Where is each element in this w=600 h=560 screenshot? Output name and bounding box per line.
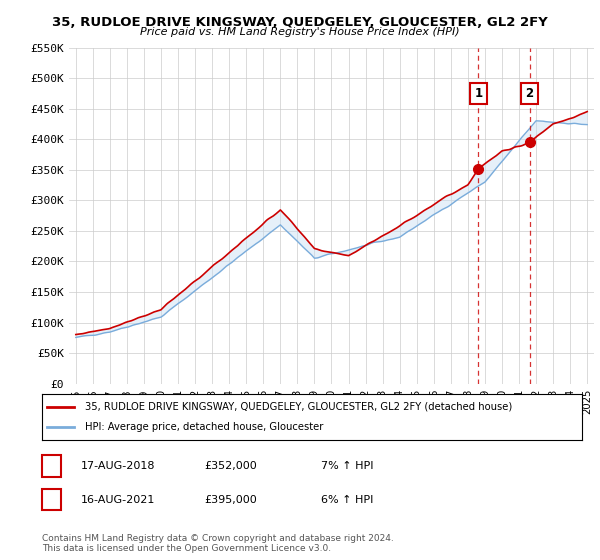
Text: 1: 1 <box>475 87 482 100</box>
Text: Price paid vs. HM Land Registry's House Price Index (HPI): Price paid vs. HM Land Registry's House … <box>140 27 460 37</box>
Text: 2: 2 <box>47 493 56 506</box>
Text: Contains HM Land Registry data © Crown copyright and database right 2024.
This d: Contains HM Land Registry data © Crown c… <box>42 534 394 553</box>
Text: HPI: Average price, detached house, Gloucester: HPI: Average price, detached house, Glou… <box>85 422 323 432</box>
Text: 35, RUDLOE DRIVE KINGSWAY, QUEDGELEY, GLOUCESTER, GL2 2FY (detached house): 35, RUDLOE DRIVE KINGSWAY, QUEDGELEY, GL… <box>85 402 512 412</box>
Text: 2: 2 <box>526 87 533 100</box>
Text: £395,000: £395,000 <box>204 494 257 505</box>
Text: 6% ↑ HPI: 6% ↑ HPI <box>321 494 373 505</box>
Text: 1: 1 <box>47 459 56 473</box>
Text: 17-AUG-2018: 17-AUG-2018 <box>81 461 155 471</box>
Text: 35, RUDLOE DRIVE KINGSWAY, QUEDGELEY, GLOUCESTER, GL2 2FY: 35, RUDLOE DRIVE KINGSWAY, QUEDGELEY, GL… <box>52 16 548 29</box>
Text: 7% ↑ HPI: 7% ↑ HPI <box>321 461 373 471</box>
Text: 16-AUG-2021: 16-AUG-2021 <box>81 494 155 505</box>
Text: £352,000: £352,000 <box>204 461 257 471</box>
